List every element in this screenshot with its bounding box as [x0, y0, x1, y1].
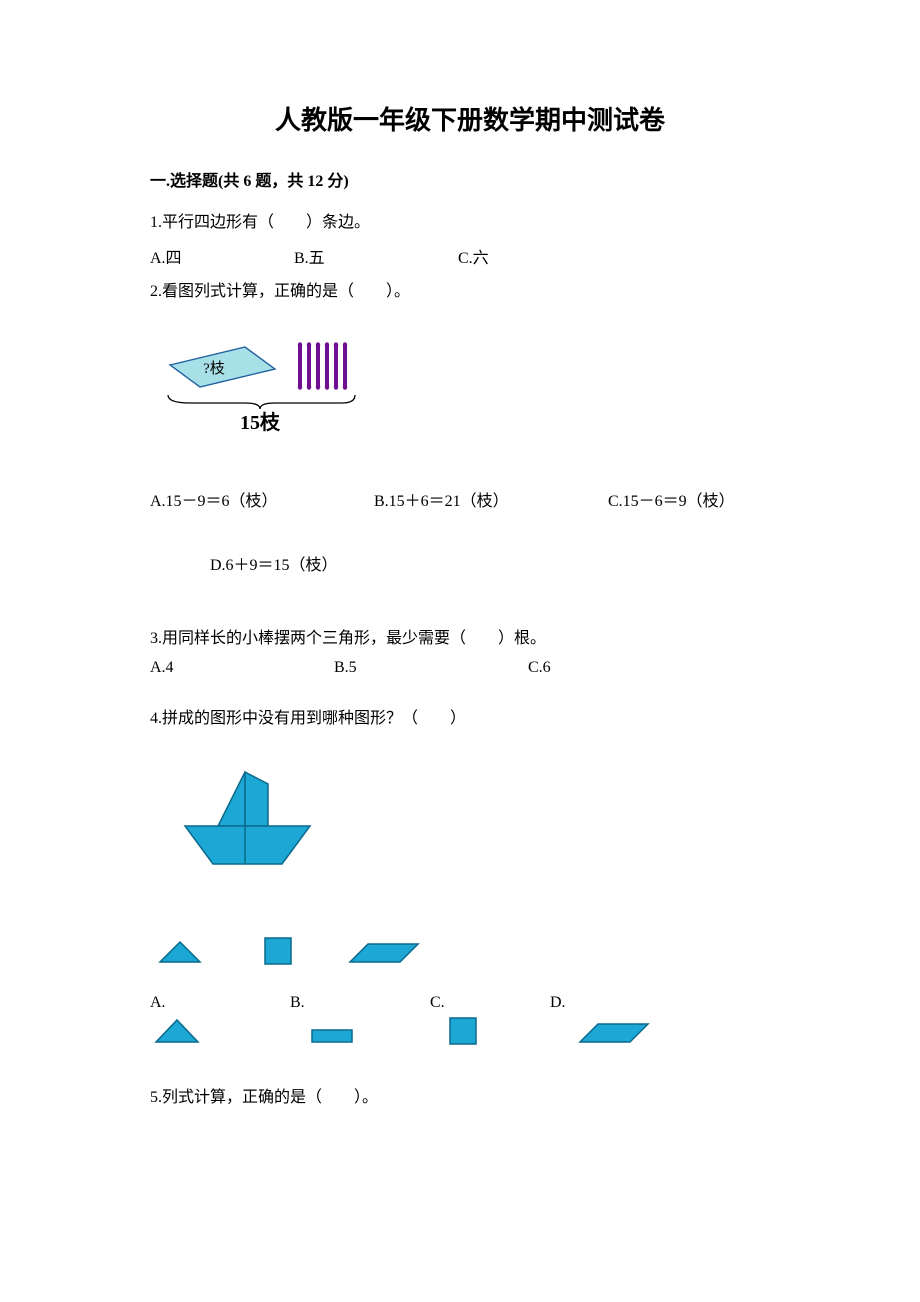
q5-text: 5.列式计算，正确的是（ ）。: [150, 1084, 790, 1113]
q2-options-row1: A.15－9＝6（枝） B.15＋6＝21（枝） C.15－6＝9（枝）: [150, 487, 790, 511]
q3-option-c: C.6: [528, 659, 551, 677]
q2-option-b: B.15＋6＝21（枝）: [374, 487, 604, 511]
q1-option-a: A.四: [150, 244, 290, 268]
q4-shape-row: [150, 924, 790, 974]
q1-text: 1.平行四边形有（ ）条边。: [150, 209, 790, 238]
q3-options: A.4 B.5 C.6: [150, 659, 790, 677]
q1-options: A.四 B.五 C.六: [150, 244, 790, 268]
q2-option-a: A.15－9＝6（枝）: [150, 487, 370, 511]
section-1-header: 一.选择题(共 6 题，共 12 分): [150, 167, 790, 191]
q2-text: 2.看图列式计算，正确的是（ ）。: [150, 278, 790, 307]
document-title: 人教版一年级下册数学期中测试卷: [150, 100, 790, 137]
page-container: 人教版一年级下册数学期中测试卷 一.选择题(共 6 题，共 12 分) 1.平行…: [0, 0, 920, 1179]
q3-text: 3.用同样长的小棒摆两个三角形，最少需要（ ）根。: [150, 625, 790, 654]
q4-boat-svg: [150, 754, 390, 914]
q4-text: 4.拼成的图形中没有用到哪种图形？（ ）: [150, 705, 790, 734]
q2-diagram-svg: ?枝 15枝: [150, 337, 410, 447]
svg-text:15枝: 15枝: [240, 410, 281, 434]
q2-figure: ?枝 15枝: [150, 337, 790, 447]
q1-option-b: B.五: [294, 244, 454, 268]
q4-options-svg: [150, 994, 710, 1054]
q2-option-c: C.15－6＝9（枝）: [608, 487, 735, 511]
q4-boat-figure: [150, 754, 790, 914]
q3-option-b: B.5: [334, 659, 524, 677]
q2-options-row2: D.6＋9＝15（枝）: [150, 551, 790, 575]
q2-option-d: D.6＋9＝15（枝）: [210, 551, 338, 575]
q1-option-c: C.六: [458, 244, 489, 268]
q3-option-a: A.4: [150, 659, 330, 677]
q4-options: A. B. C. D.: [150, 994, 790, 1054]
q4-shapes-svg: [150, 924, 550, 974]
svg-text:?枝: ?枝: [203, 360, 225, 377]
